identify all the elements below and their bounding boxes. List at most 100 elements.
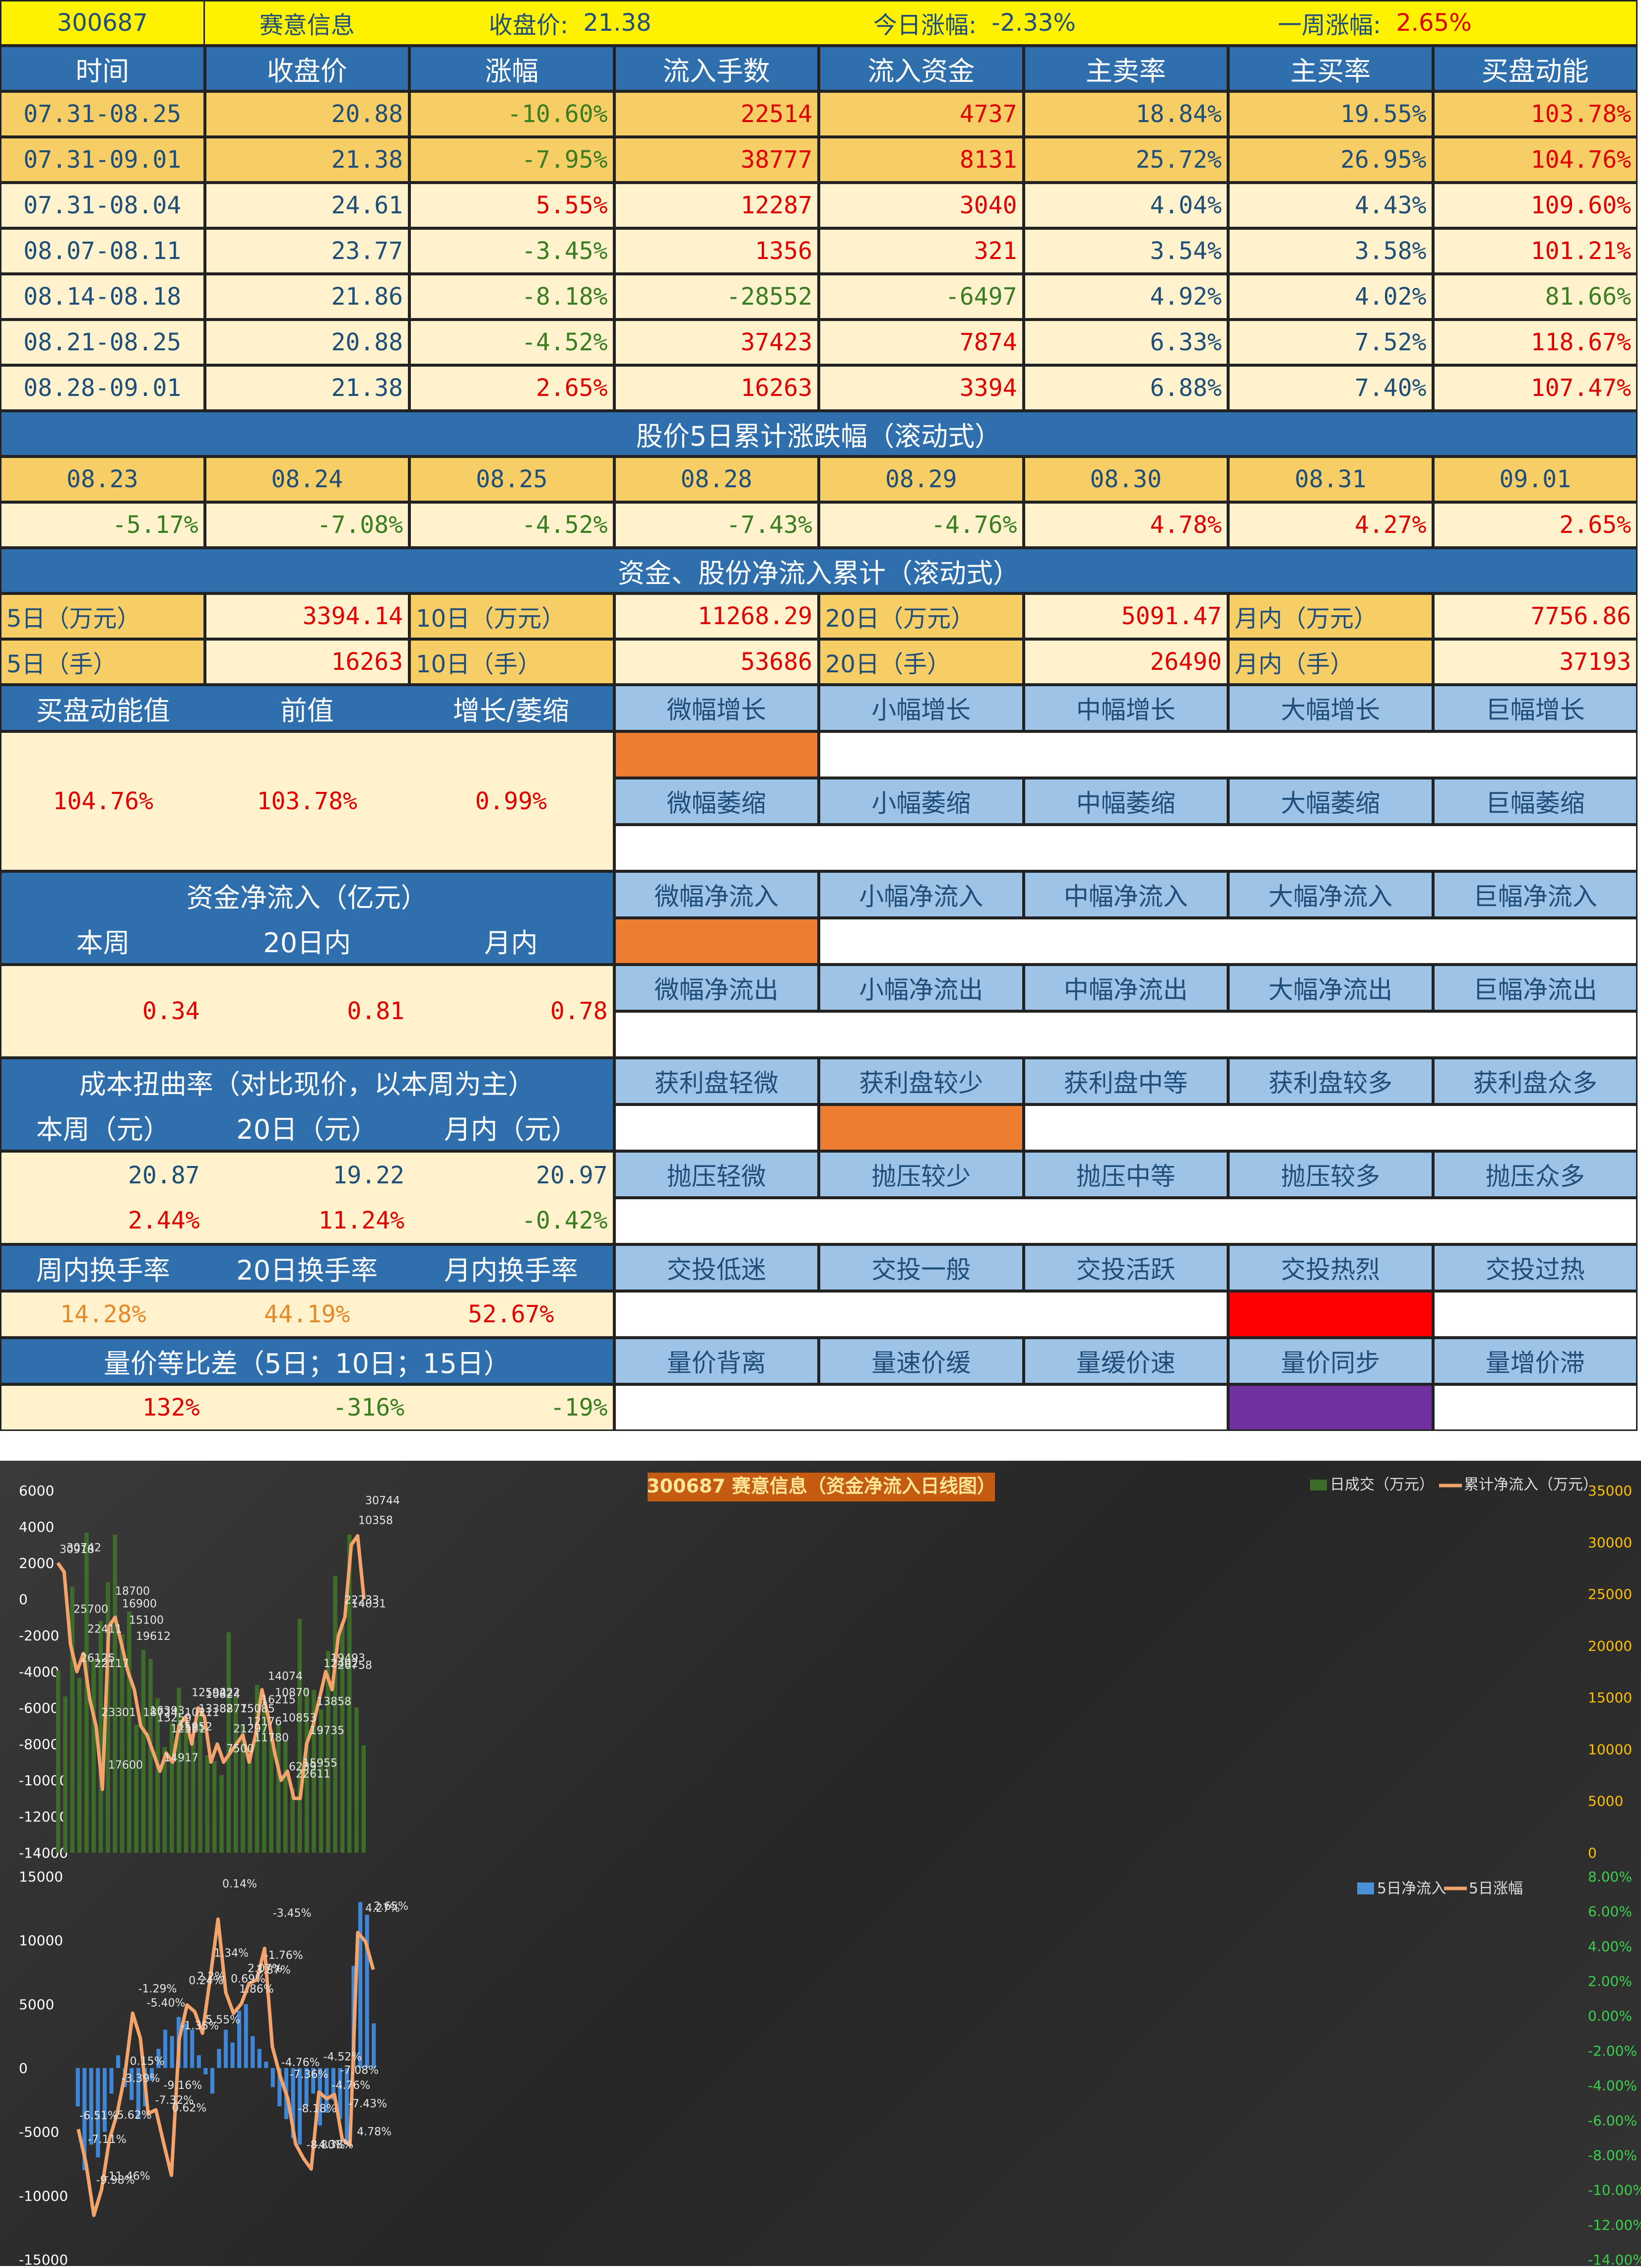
y-right-tick: -6.00%: [1588, 2112, 1637, 2129]
chart2-legend: 5日净流入 5日涨幅: [1357, 1880, 1523, 1897]
bar: [191, 1741, 196, 1853]
bar: [190, 2029, 195, 2068]
level-label: 交投热烈: [1228, 1244, 1433, 1291]
level-label: 大幅萎缩: [1228, 778, 1433, 825]
y-right-tick: 25000: [1588, 1586, 1632, 1603]
table-cell: 7.40%: [1228, 365, 1433, 411]
legend-volume: 日成交（万元）: [1330, 1476, 1434, 1493]
y-left-tick: 10000: [19, 1933, 63, 1949]
cost-pressure-labels: 抛压轻微 抛压较少 抛压中等 抛压较多 抛压众多: [614, 1151, 1638, 1198]
level-label: 获利盘轻微: [614, 1058, 819, 1104]
data-label: 8877: [219, 1703, 247, 1715]
bar: [241, 1724, 245, 1853]
cost-week-header: 本周（元）: [0, 1104, 205, 1151]
turnover-week-value: 14.28%: [0, 1291, 205, 1338]
bar: [134, 1724, 138, 1853]
data-label: 15952: [178, 1721, 212, 1734]
level-label: 大幅净流入: [1228, 871, 1433, 918]
table-cell: 103.78%: [1433, 91, 1638, 137]
data-label: 12492: [324, 1658, 358, 1670]
table-cell: 3394: [819, 365, 1024, 411]
bar: [237, 2010, 242, 2068]
y-right-tick: 0.00%: [1588, 2008, 1632, 2024]
data-label: 10824: [205, 1688, 240, 1701]
table-cell: -8.18%: [409, 274, 614, 320]
table-cell: -28552: [614, 274, 819, 320]
y-right-tick: -4.00%: [1588, 2077, 1637, 2094]
table-row: 07.31-08.25 20.88 -10.60% 22514 4737 18.84% 19…: [0, 91, 1638, 137]
table-cell: 19.55%: [1228, 91, 1433, 137]
level-label: 大幅净流出: [1228, 965, 1433, 1011]
column-header: 流入资金: [819, 46, 1024, 91]
level-label: 巨幅净流入: [1433, 871, 1638, 918]
bar: [183, 2023, 188, 2068]
level-label: 获利盘较多: [1228, 1058, 1433, 1104]
bar: [290, 1788, 295, 1853]
level-label: 交投过热: [1433, 1244, 1638, 1291]
data-label: 5.55%: [205, 2014, 240, 2026]
level-label: 中幅增长: [1023, 685, 1228, 731]
level-label: 获利盘中等: [1023, 1058, 1228, 1104]
cost-profit-track-left: [614, 1104, 819, 1151]
momentum-grow-indicator: [614, 731, 819, 778]
momentum-value-header: 买盘动能值: [0, 685, 205, 731]
rolling5-date: 08.30: [1023, 456, 1228, 502]
table-cell: 20.88: [204, 91, 409, 137]
netflow-label: 10日（万元）: [409, 593, 614, 639]
bar: [297, 1619, 302, 1853]
capital-outflow-labels: 微幅净流出 小幅净流出 中幅净流出 大幅净流出 巨幅净流出: [614, 965, 1638, 1011]
table-cell: 20.88: [204, 320, 409, 365]
rolling5-value: 4.27%: [1228, 502, 1433, 548]
stock-name: 赛意信息: [204, 0, 409, 46]
bar: [223, 2029, 228, 2068]
bar: [338, 2068, 342, 2119]
data-label: 22411: [87, 1623, 122, 1636]
data-label: -4.52%: [323, 2051, 362, 2063]
level-label: 巨幅净流出: [1433, 965, 1638, 1011]
bar: [347, 1534, 352, 1853]
bar: [63, 1696, 67, 1853]
momentum-value: 104.76%: [0, 731, 205, 871]
data-label: -11.46%: [105, 2170, 150, 2183]
volprice-5d: 132%: [0, 1384, 205, 1431]
bar: [344, 2068, 349, 2145]
charts-svg: 300687 赛意信息（资金净流入日线图） 日成交（万元） 累计净流入（万元） …: [19, 1473, 1641, 2268]
bar: [331, 2068, 335, 2100]
level-label: 量增价滞: [1433, 1338, 1638, 1384]
table-cell: 6.88%: [1023, 365, 1228, 411]
table-cell: 6.33%: [1023, 320, 1228, 365]
bar: [82, 2068, 87, 2170]
data-label: -7.32%: [155, 2094, 194, 2107]
bar: [326, 1651, 330, 1853]
y-right-tick: 15000: [1588, 1689, 1632, 1706]
rolling5-value: -7.08%: [204, 502, 409, 548]
level-label: 抛压较多: [1228, 1151, 1433, 1198]
table-cell: 18.84%: [1023, 91, 1228, 137]
data-label: 22233: [344, 1594, 379, 1607]
momentum-grow-labels: 微幅增长 小幅增长 中幅增长 大幅增长 巨幅增长: [614, 685, 1638, 731]
bar: [109, 2068, 114, 2094]
chart1-line: [56, 1534, 366, 1800]
bar: [219, 1775, 224, 1853]
netflow-value: 7756.86: [1433, 593, 1638, 639]
y-left-tick: -15000: [19, 2252, 68, 2266]
table-cell: 21.38: [204, 365, 409, 411]
data-label: 22117: [94, 1658, 129, 1670]
data-label: 10870: [275, 1686, 310, 1699]
y-left-tick: 15000: [19, 1869, 63, 1885]
y-right-tick: -8.00%: [1588, 2147, 1637, 2163]
data-label: -5.40%: [147, 1997, 186, 2009]
data-label: -8.18%: [298, 2103, 337, 2115]
y-left-tick: -2000: [19, 1627, 59, 1644]
bar: [203, 2068, 208, 2074]
data-label: 21297: [233, 1723, 268, 1735]
rolling5-value: -5.17%: [0, 502, 205, 548]
netflow-label: 5日（万元）: [0, 593, 205, 639]
y-right-tick: 0: [1588, 1845, 1597, 1861]
table-cell: 3040: [819, 183, 1024, 228]
netflow-label: 月内（手）: [1228, 639, 1433, 685]
cost-profit-indicator: [819, 1104, 1024, 1151]
table-cell: 4737: [819, 91, 1024, 137]
bar: [98, 1620, 103, 1853]
capital-inflow-indicator: [614, 918, 819, 965]
